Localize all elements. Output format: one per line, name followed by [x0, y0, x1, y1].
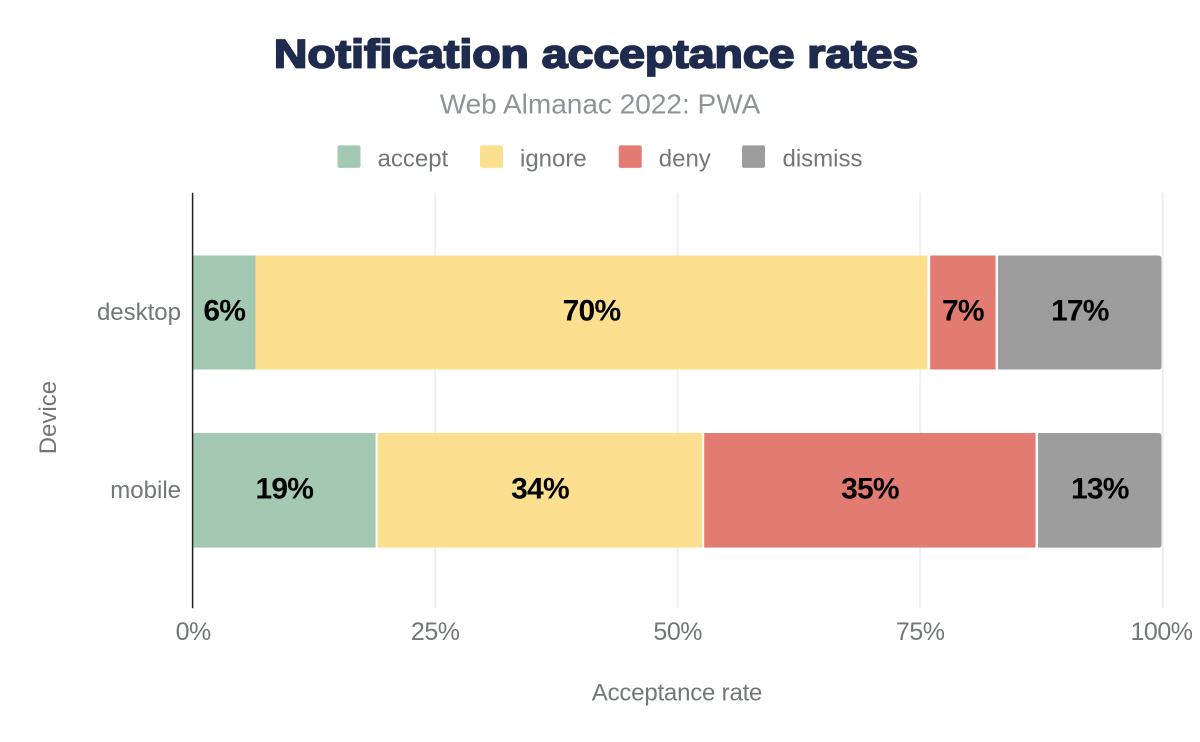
svg-text:25%: 25% [411, 618, 460, 646]
svg-text:Notification acceptance rates: Notification acceptance rates [274, 32, 918, 76]
svg-text:35%: 35% [841, 472, 899, 505]
svg-text:Web Almanac 2022: PWA: Web Almanac 2022: PWA [440, 89, 761, 120]
svg-text:Acceptance rate: Acceptance rate [592, 679, 762, 706]
svg-text:deny: deny [659, 145, 711, 172]
svg-text:13%: 13% [1071, 472, 1129, 505]
svg-text:70%: 70% [563, 295, 621, 328]
svg-text:mobile: mobile [110, 477, 181, 504]
svg-text:19%: 19% [255, 472, 313, 505]
svg-text:accept: accept [378, 145, 449, 172]
svg-text:50%: 50% [653, 618, 702, 646]
svg-text:0%: 0% [176, 618, 211, 646]
svg-text:7%: 7% [942, 295, 984, 328]
svg-text:75%: 75% [896, 618, 945, 646]
svg-text:ignore: ignore [520, 145, 587, 172]
svg-text:dismiss: dismiss [783, 145, 863, 172]
svg-text:34%: 34% [511, 472, 569, 505]
svg-text:100%: 100% [1131, 618, 1193, 646]
svg-text:17%: 17% [1051, 295, 1109, 328]
svg-text:Device: Device [35, 381, 62, 454]
svg-text:6%: 6% [203, 295, 245, 328]
svg-text:desktop: desktop [97, 299, 181, 326]
